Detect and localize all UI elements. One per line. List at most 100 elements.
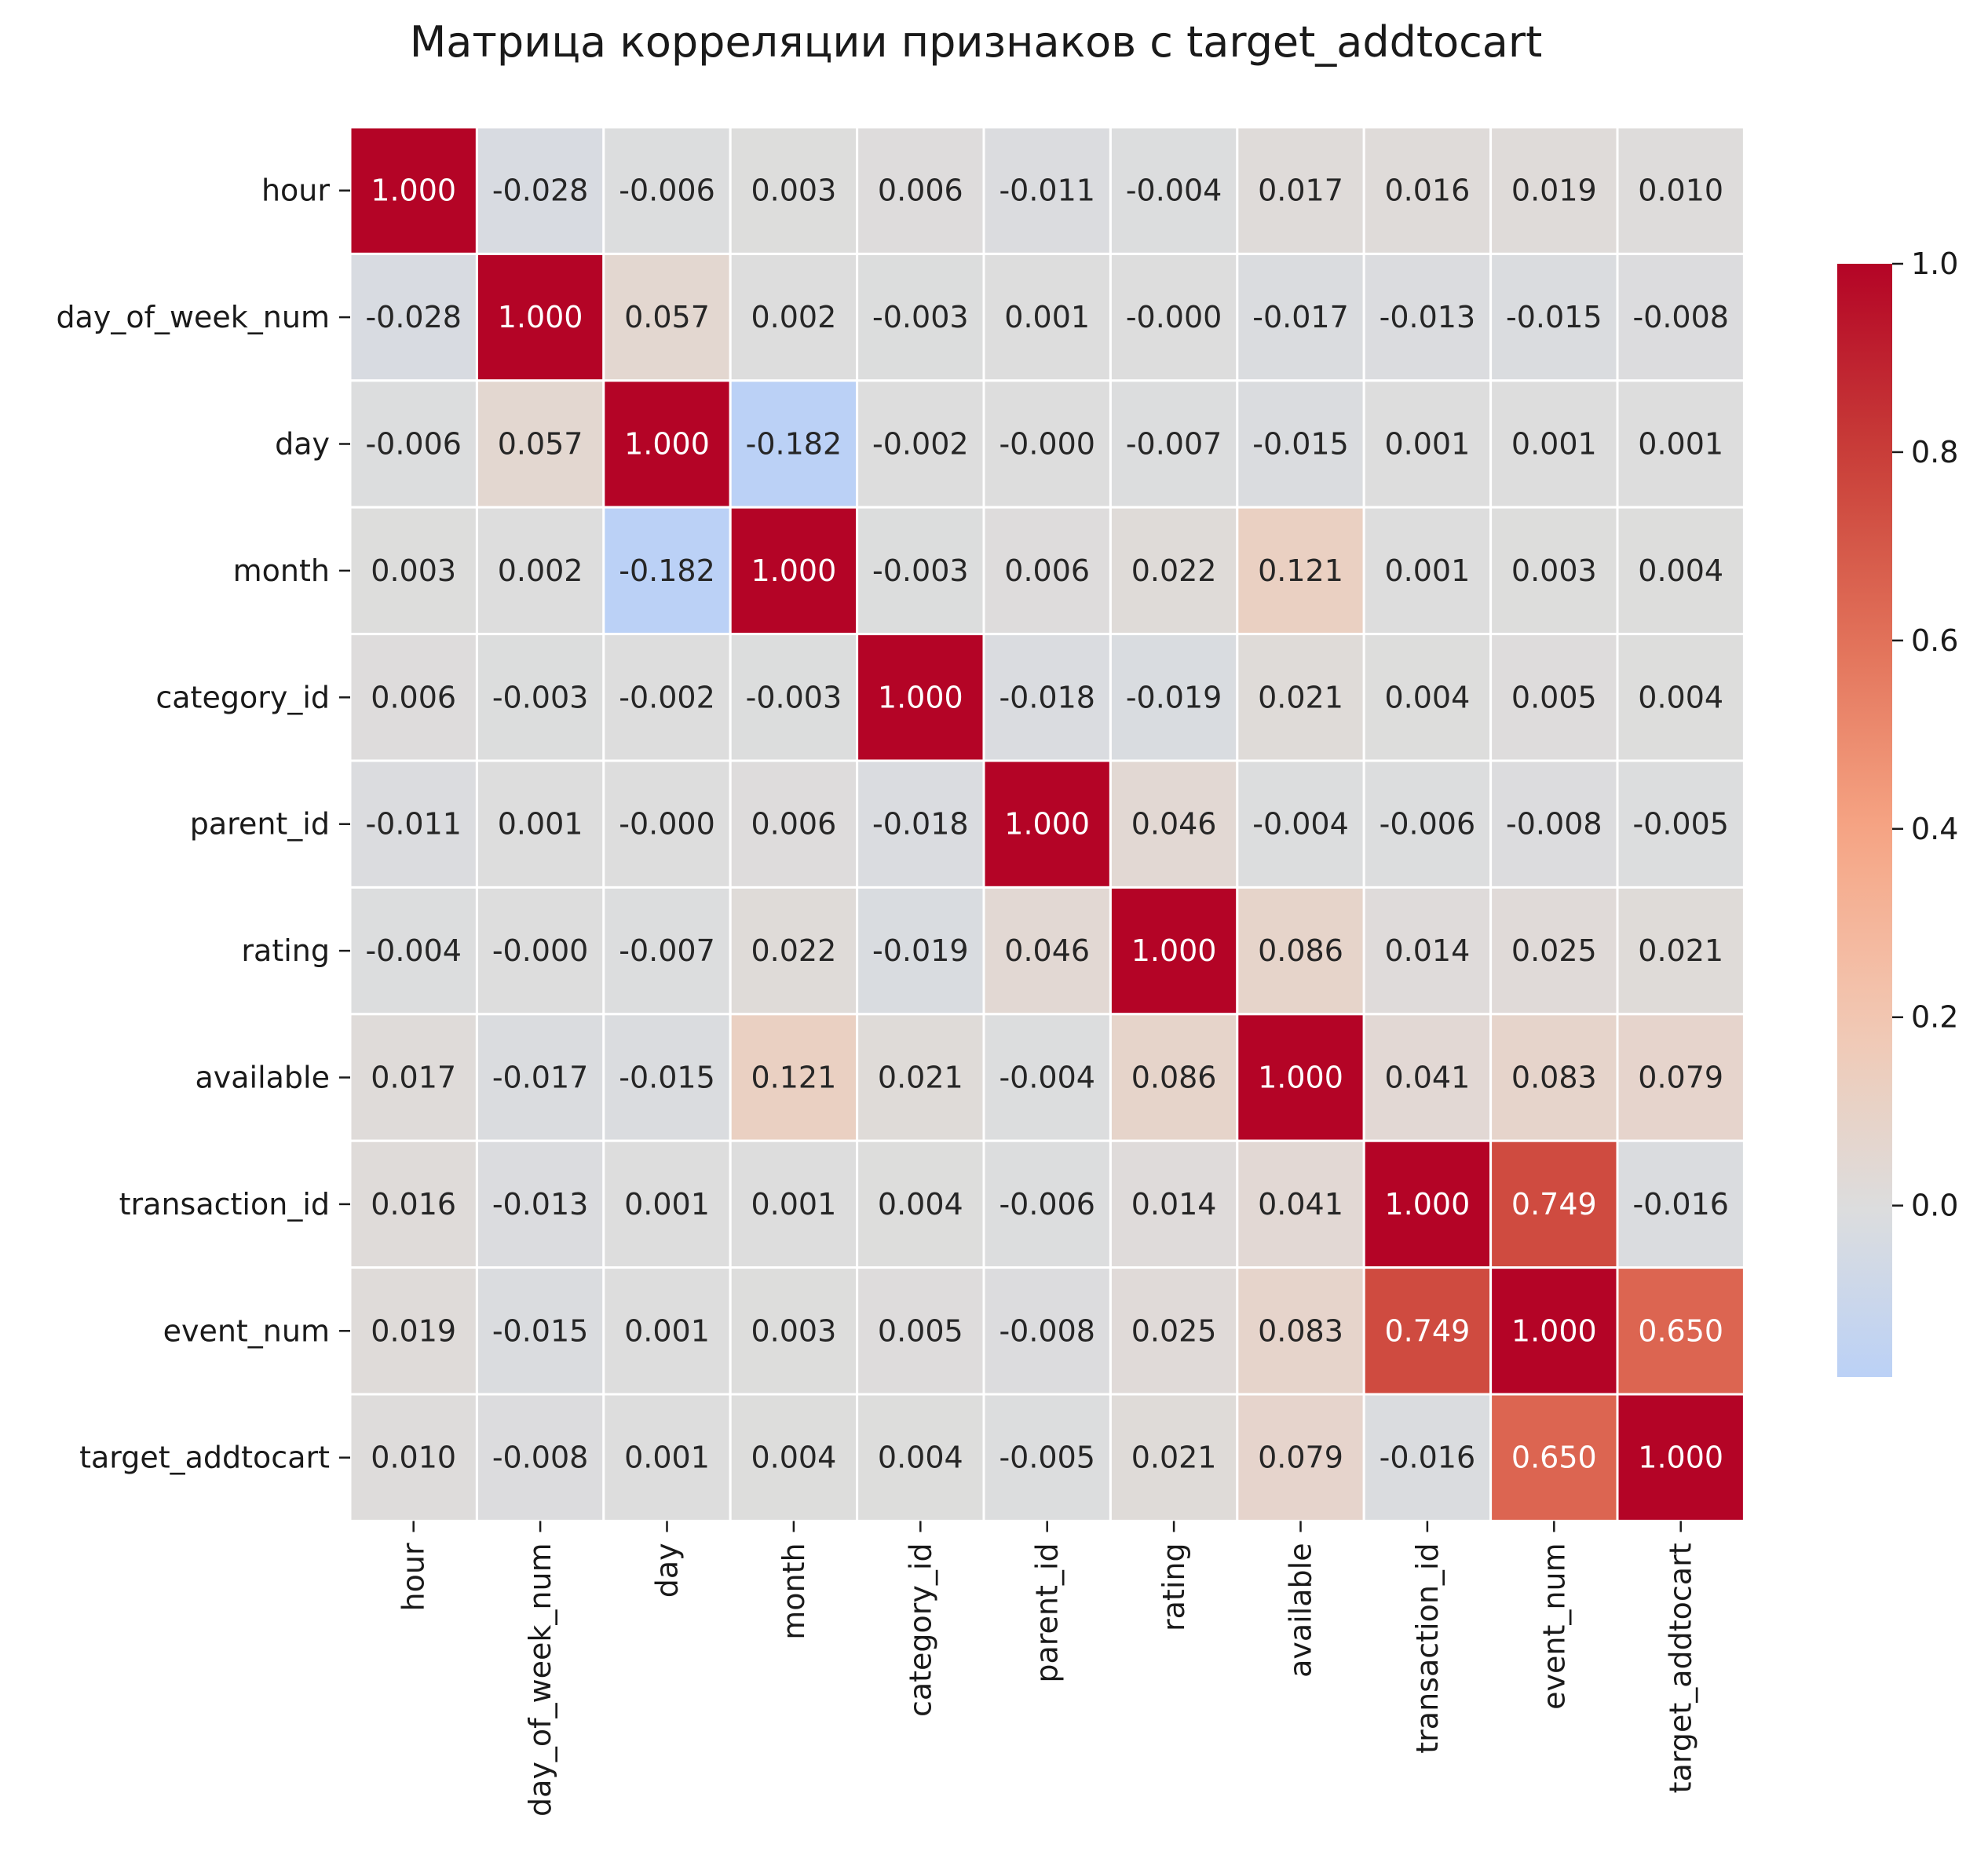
cell-value-label: 0.086 [1131,1061,1217,1095]
cell-value-label: 0.021 [1638,933,1723,968]
heatmap-cell [1109,379,1239,509]
cell-value-label: -0.000 [1126,300,1222,334]
heatmap-cell [1489,1013,1619,1142]
cell-value-label: 0.001 [624,1313,710,1348]
cell-value-label: -0.017 [492,1061,589,1095]
cell-value-label: 0.041 [1385,1061,1471,1095]
heatmap-cell [475,886,605,1016]
colorbar-tick-label: 0.4 [1911,812,1958,846]
heatmap-cell [856,1266,985,1396]
cell-value-label: -0.008 [492,1441,589,1475]
y-tick-label: rating [241,933,330,968]
x-tick-label: transaction_id [1410,1543,1445,1753]
heatmap-cell [349,252,478,382]
heatmap-cell [1489,506,1619,636]
y-tick-label: day_of_week_num [56,300,330,334]
heatmap-cell [1362,886,1493,1016]
heatmap-cell [349,1139,478,1269]
heatmap-cell [1489,1139,1619,1269]
heatmap-cell [602,379,732,509]
heatmap-cell [1362,1139,1493,1269]
heatmap-cell [1109,886,1239,1016]
x-axis-tick-labels: hour day_of_week_num day month category_id pa… [397,1521,1698,1817]
cell-value-label: 0.041 [1258,1187,1343,1222]
x-tick-label: rating [1157,1543,1191,1631]
cell-value-label: 0.002 [498,553,583,588]
x-tick-label: hour [397,1543,431,1611]
heatmap-cell [349,379,478,509]
cell-value-label: -0.008 [1506,807,1602,842]
cell-value-label: -0.003 [872,553,969,588]
heatmap-cells: 1.000 -0.028 -0.006 0.003 0.006 -0.011 -0.004 0… [349,126,1745,1522]
heatmap-cell [1616,1266,1745,1396]
heatmap-cell [1362,252,1493,382]
heatmap-cell [982,1393,1112,1522]
heatmap-cell [602,506,732,636]
colorbar-tick-label: 0.0 [1911,1189,1958,1223]
heatmap-cell [1236,1266,1365,1396]
cell-value-label: 0.017 [371,1061,456,1095]
x-tick-label: available [1284,1543,1318,1678]
cell-value-label: 0.016 [1385,173,1471,208]
cell-value-label: 0.006 [878,173,963,208]
cell-value-label: 0.022 [751,933,837,968]
heatmap-cell [1362,759,1493,889]
x-tick-label: day [650,1543,685,1598]
cell-value-label: -0.000 [619,807,715,842]
y-tick-label: hour [261,173,330,208]
colorbar: 0.0 0.2 0.4 0.6 0.8 1.0 [1837,247,1958,1377]
cell-value-label: -0.011 [365,807,462,842]
cell-value-label: 0.004 [751,1441,837,1475]
cell-value-label: -0.004 [1126,173,1222,208]
colorbar-tick-label: 1.0 [1911,247,1958,281]
cell-value-label: 0.083 [1511,1061,1597,1095]
cell-value-label: -0.004 [999,1061,1095,1095]
cell-value-label: -0.003 [746,680,842,714]
heatmap-cell [856,1013,985,1142]
cell-value-label: -0.018 [872,807,969,842]
cell-value-label: 0.002 [751,300,837,334]
heatmap-cell [1616,506,1745,636]
heatmap-cell [475,1013,605,1142]
heatmap-cell [856,252,985,382]
cell-value-label: -0.007 [619,933,715,968]
heatmap-cell [1616,633,1745,762]
cell-value-label: 1.000 [878,680,963,714]
heatmap-cell [349,1013,478,1142]
cell-value-label: 0.014 [1385,933,1471,968]
cell-value-label: -0.006 [619,173,715,208]
cell-value-label: -0.004 [365,933,462,968]
y-tick-label: target_addtocart [79,1441,330,1475]
colorbar-tick-label: 0.6 [1911,623,1958,658]
x-tick-label: day_of_week_num [523,1543,557,1817]
cell-value-label: 0.046 [1131,807,1217,842]
cell-value-label: 0.006 [1004,553,1090,588]
heatmap-cell [1236,126,1365,255]
cell-value-label: 0.749 [1385,1313,1471,1348]
cell-value-label: 0.010 [371,1441,456,1475]
cell-value-label: 0.004 [878,1187,963,1222]
cell-value-label: 1.000 [751,553,837,588]
cell-value-label: -0.005 [1632,807,1729,842]
heatmap-cell [729,506,859,636]
y-tick-label: event_num [163,1313,330,1348]
heatmap-cell [475,126,605,255]
heatmap-cell [1616,1393,1745,1522]
colorbar-tick-label: 0.2 [1911,1000,1958,1035]
heatmap-cell [982,379,1112,509]
cell-value-label: -0.015 [492,1313,589,1348]
y-tick-label: parent_id [190,807,330,842]
cell-value-label: -0.004 [1252,807,1349,842]
heatmap-cell [1489,1393,1619,1522]
heatmap-cell [602,1393,732,1522]
cell-value-label: 0.086 [1258,933,1343,968]
cell-value-label: 0.021 [878,1061,963,1095]
heatmap-cell [1109,633,1239,762]
x-tick-label: month [777,1543,811,1639]
cell-value-label: 1.000 [1004,807,1090,842]
heatmap-cell [1489,252,1619,382]
cell-value-label: 0.025 [1511,933,1597,968]
chart-title: Матрица корреляции признаков с target_ad… [410,17,1543,67]
cell-value-label: 1.000 [1511,1313,1597,1348]
